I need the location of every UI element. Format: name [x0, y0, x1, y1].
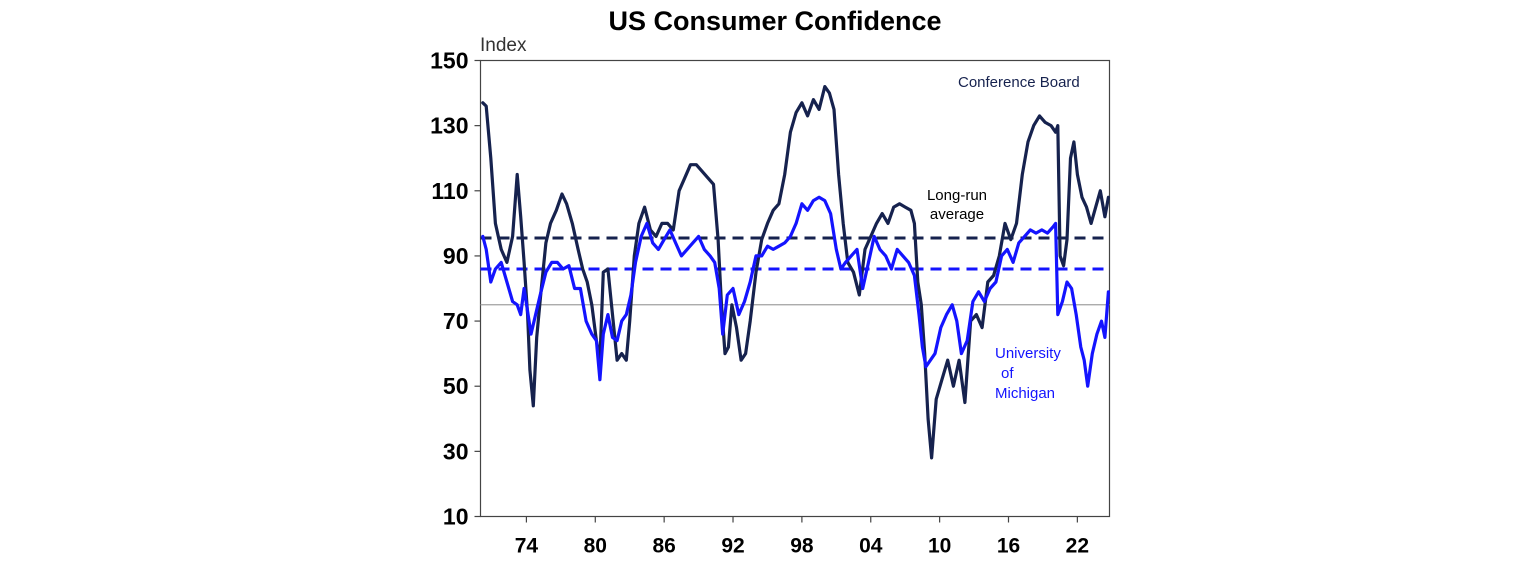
y-tick-label: 70	[443, 308, 469, 334]
annotation-long-run-line1: Long-run	[927, 187, 987, 204]
x-tick-label: 74	[515, 535, 539, 558]
y-ticks: 10 30 50 70 90 110 130 150	[430, 48, 481, 530]
x-tick-label: 22	[1066, 535, 1089, 558]
x-tick-label: 80	[584, 535, 607, 558]
x-tick-label: 92	[721, 535, 744, 558]
annotation-michigan-line3: Michigan	[995, 385, 1055, 402]
series	[481, 85, 1110, 460]
annotation-conference-board: Conference Board	[958, 74, 1080, 91]
x-ticks: 74 80 86 92 98 04 10 16 22	[515, 516, 1089, 558]
y-tick-label: 110	[431, 178, 468, 204]
y-tick-label: 130	[430, 113, 468, 139]
y-tick-label: 30	[443, 438, 469, 464]
y-tick-label: 50	[443, 373, 469, 399]
y-tick-label: 90	[443, 243, 469, 269]
x-tick-label: 04	[859, 535, 883, 558]
series-line-university-of-michigan	[481, 195, 1110, 388]
x-tick-label: 16	[997, 535, 1020, 558]
x-tick-label: 98	[790, 535, 814, 558]
x-tick-label: 10	[928, 535, 951, 558]
series-line-conference-board	[481, 85, 1110, 460]
annotation-michigan-line1: University	[995, 345, 1061, 362]
y-tick-label: 150	[430, 48, 468, 74]
x-tick-label: 86	[652, 535, 675, 558]
y-tick-label: 10	[443, 504, 469, 530]
annotation-michigan-line2: of	[1001, 365, 1014, 382]
plot-frame	[479, 59, 1111, 518]
reference-lines	[480, 236, 1110, 306]
chart-title: US Consumer Confidence	[608, 6, 941, 36]
annotation-long-run-line2: average	[930, 206, 984, 223]
y-axis-label: Index	[480, 35, 527, 56]
